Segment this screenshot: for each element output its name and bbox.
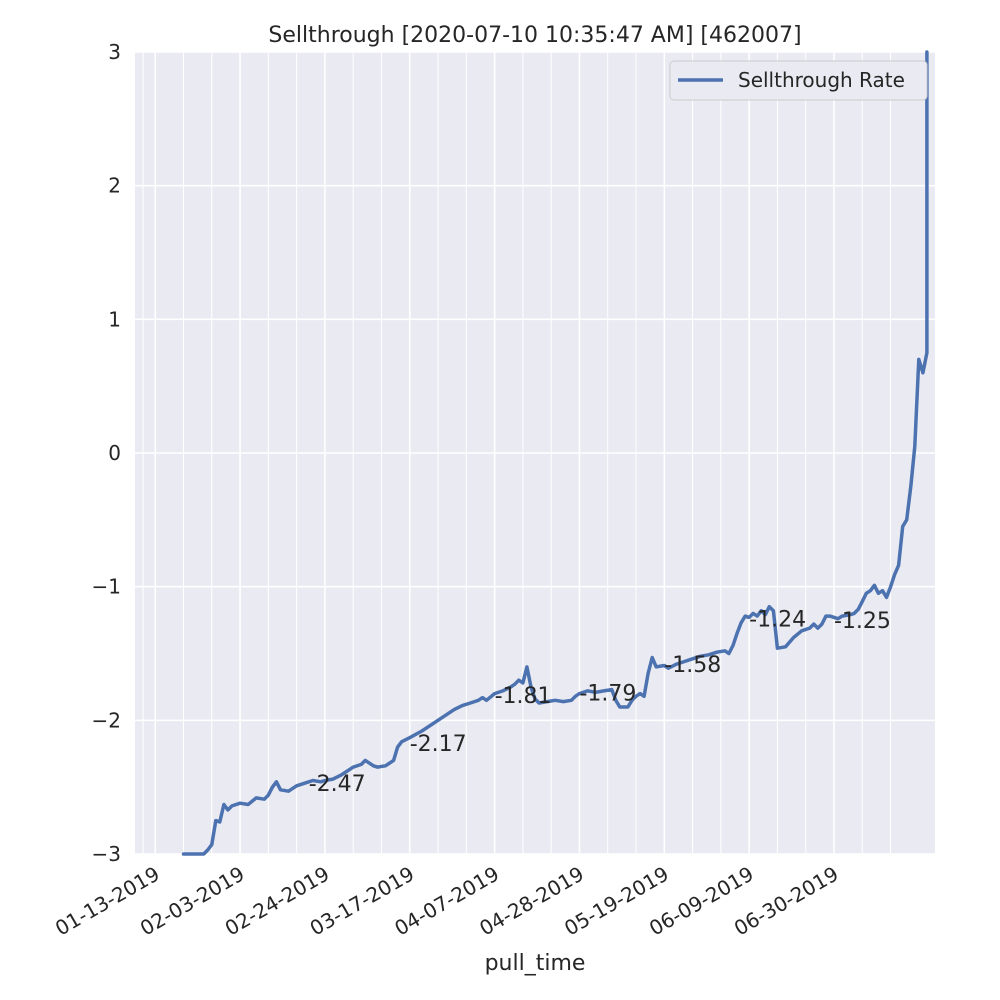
legend-box — [669, 60, 928, 101]
data-label: -1.81 — [495, 684, 552, 709]
y-tick-label: 3 — [108, 40, 121, 64]
x-axis-label: pull_time — [485, 951, 586, 976]
y-tick-label: 2 — [108, 174, 121, 198]
grid-lines — [135, 51, 935, 855]
data-label: -2.47 — [309, 772, 366, 797]
y-tick-labels: −3 −2 −1 0 1 2 3 — [92, 40, 121, 866]
x-tick-labels: 01-13-201902-03-201902-24-201903-17-2019… — [51, 862, 842, 941]
data-label: -1.24 — [749, 608, 806, 633]
y-tick-label: −2 — [92, 708, 121, 732]
y-tick-label: −3 — [92, 842, 121, 866]
chart-title: Sellthrough [2020-07-10 10:35:47 AM] [46… — [268, 23, 801, 48]
y-tick-label: 0 — [108, 441, 121, 465]
legend-label: Sellthrough Rate — [738, 68, 905, 92]
y-tick-label: 1 — [108, 307, 121, 331]
legend: Sellthrough Rate — [669, 60, 928, 101]
data-label: -1.25 — [834, 609, 891, 634]
y-tick-label: −1 — [92, 575, 121, 599]
data-label: -1.58 — [664, 653, 721, 678]
series-line — [181, 50, 929, 856]
data-label: -2.17 — [410, 732, 467, 757]
annotations: -2.47 -2.17 -1.81 -1.79 -1.58 -1.24 -1.25 — [309, 608, 891, 797]
series-layer — [181, 50, 929, 856]
data-label: -1.79 — [579, 681, 636, 706]
